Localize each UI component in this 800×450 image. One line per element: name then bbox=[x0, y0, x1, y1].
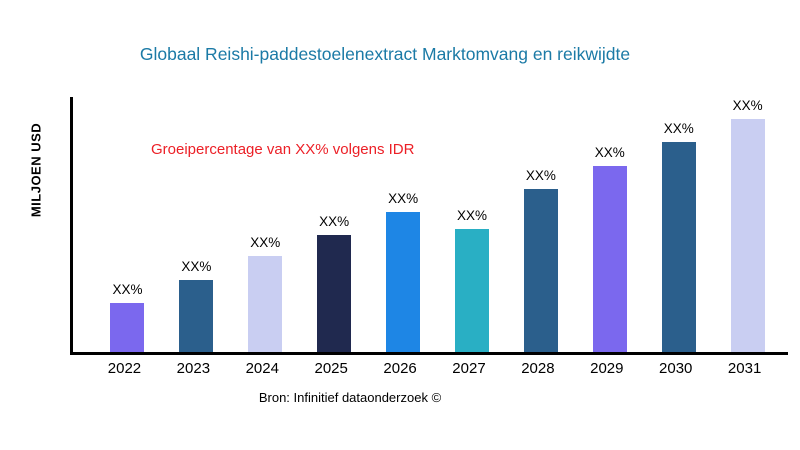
bar-2023 bbox=[179, 280, 214, 352]
x-tick-label-2028: 2028 bbox=[521, 360, 555, 377]
bar-value-label: XX% bbox=[594, 145, 625, 160]
x-tick-label-2029: 2029 bbox=[590, 360, 624, 377]
x-axis-labels: 2022 2023 2024 2025 2026 2027 2028 2029 2030 2031 bbox=[70, 360, 785, 377]
plot-area: Groeipercentage van XX% volgens IDR XX% X… bbox=[70, 97, 788, 355]
bar-column-2022: XX% bbox=[93, 282, 162, 352]
bar-2028 bbox=[523, 189, 558, 352]
x-tick-label-2024: 2024 bbox=[245, 360, 279, 377]
x-tick-label-2025: 2025 bbox=[314, 360, 348, 377]
bar-value-label: XX% bbox=[456, 208, 487, 223]
bar-2024 bbox=[248, 256, 283, 352]
bar-column-2024: XX% bbox=[231, 235, 300, 352]
bar-value-label: XX% bbox=[732, 98, 763, 113]
bar-column-2023: XX% bbox=[162, 259, 231, 352]
bar-column-2025: XX% bbox=[300, 214, 369, 352]
bar-value-label: XX% bbox=[250, 235, 281, 250]
growth-annotation: Groeipercentage van XX% volgens IDR bbox=[151, 141, 415, 158]
bar-column-2030: XX% bbox=[644, 121, 713, 352]
bar-2031 bbox=[730, 119, 765, 352]
bars-container: XX% XX% XX% XX% XX% XX% XX% XX% XX% XX% bbox=[73, 97, 788, 352]
bar-2029 bbox=[592, 166, 627, 352]
bar-column-2028: XX% bbox=[506, 168, 575, 352]
x-tick-label-2027: 2027 bbox=[452, 360, 486, 377]
source-caption: Bron: Infinitief dataonderzoek © bbox=[258, 390, 442, 405]
bar-column-2029: XX% bbox=[575, 145, 644, 352]
x-tick-label-2022: 2022 bbox=[107, 360, 142, 377]
bar-value-label: XX% bbox=[112, 282, 143, 297]
bar-column-2027: XX% bbox=[438, 208, 507, 352]
bar-column-2031: XX% bbox=[713, 98, 782, 352]
bar-2030 bbox=[661, 142, 696, 352]
bar-2022 bbox=[110, 303, 145, 352]
bar-value-label: XX% bbox=[319, 214, 350, 229]
x-tick-label-2030: 2030 bbox=[659, 360, 693, 377]
bar-value-label: XX% bbox=[525, 168, 556, 183]
x-tick-label-2031: 2031 bbox=[727, 360, 762, 377]
y-axis-label: MILJOEN USD bbox=[28, 122, 44, 218]
bar-2027 bbox=[454, 229, 489, 352]
bar-column-2026: XX% bbox=[369, 191, 438, 352]
bar-value-label: XX% bbox=[388, 191, 419, 206]
x-tick-label-2023: 2023 bbox=[176, 360, 211, 377]
bar-2025 bbox=[317, 235, 352, 352]
bar-2026 bbox=[386, 212, 421, 352]
x-tick-label-2026: 2026 bbox=[383, 360, 417, 377]
bar-value-label: XX% bbox=[181, 259, 212, 274]
chart-title: Globaal Reishi-paddestoelenextract Markt… bbox=[139, 44, 631, 64]
bar-value-label: XX% bbox=[663, 121, 694, 136]
